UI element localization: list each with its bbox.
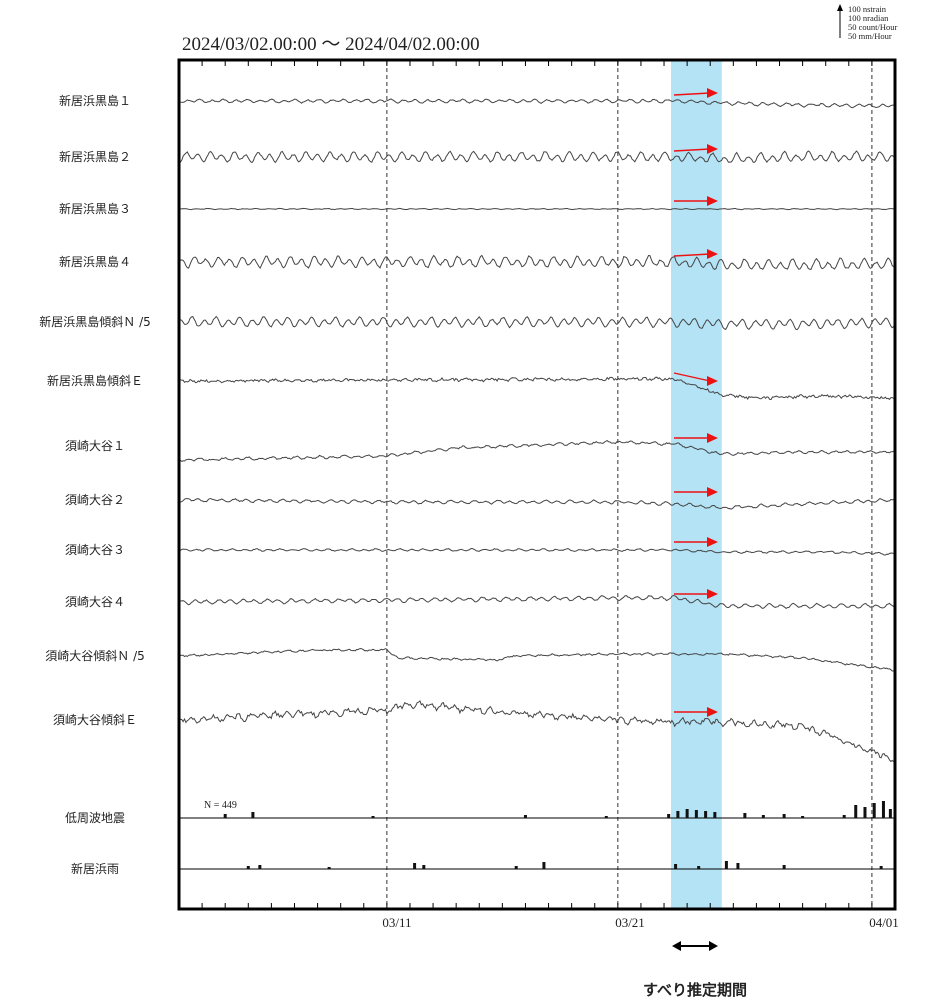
event-bar: [371, 816, 375, 818]
event-bar: [413, 863, 417, 869]
slip-arrow-1: [673, 148, 711, 152]
slip-arrowhead-icon: [707, 537, 718, 547]
event-bar: [743, 813, 747, 818]
series-trace-7: [178, 497, 896, 510]
event-bar: [604, 816, 608, 818]
scale-legend: 100 nstrain 100 nradian 50 count/Hour 50…: [837, 4, 898, 41]
series-trace-8: [178, 547, 896, 556]
series-trace-9: [178, 594, 896, 610]
series-label-11: 須崎大谷傾斜Ｅ: [53, 713, 137, 727]
scale-label-tilt: 100 nradian: [848, 13, 889, 23]
event-bar: [251, 812, 255, 818]
series-label-5: 新居浜黒島傾斜Ｅ: [47, 373, 143, 388]
series-label-1: 新居浜黒島２: [59, 149, 131, 164]
slip-arrowhead-icon: [707, 376, 718, 386]
scale-label-count: 50 count/Hour: [848, 22, 898, 32]
series-label-0: 新居浜黒島１: [59, 93, 131, 108]
series-label-13: 新居浜雨: [71, 861, 119, 876]
event-bar: [327, 867, 331, 869]
scale-label-rain: 50 mm/Hour: [848, 31, 892, 41]
event-bar: [842, 815, 846, 818]
event-count-label: N = 449: [204, 800, 237, 811]
slip-arrow-3: [673, 253, 711, 257]
slip-arrowhead-icon: [707, 144, 718, 154]
series-label-10: 須崎大谷傾斜Ｎ /5: [45, 649, 145, 663]
series-trace-4: [178, 315, 896, 331]
right-arrowhead-icon: [709, 941, 718, 951]
event-bar: [685, 809, 689, 818]
event-bar: [888, 809, 892, 818]
event-bar: [694, 810, 698, 818]
series-label-12: 低周波地震: [65, 811, 125, 825]
left-arrowhead-icon: [672, 941, 681, 951]
series-trace-3: [178, 254, 896, 271]
event-bar: [704, 811, 708, 818]
event-bar: [782, 865, 786, 869]
series-label-9: 須崎大谷４: [65, 595, 125, 609]
slip-arrowhead-icon: [707, 196, 718, 206]
event-bar: [676, 811, 680, 818]
event-bar: [697, 866, 701, 869]
event-bar: [523, 815, 527, 818]
event-bar: [854, 805, 858, 818]
slip-arrowhead-icon: [707, 433, 718, 443]
slip-arrowhead-icon: [707, 249, 718, 259]
slip-arrowhead-icon: [707, 589, 718, 599]
event-bar: [223, 814, 227, 818]
series-trace-5: [178, 376, 896, 401]
event-bar: [514, 866, 518, 869]
series-trace-11: [178, 700, 896, 763]
event-bar: [863, 807, 867, 818]
series-label-8: 須崎大谷３: [65, 543, 125, 557]
series-trace-2: [178, 207, 896, 211]
event-bar: [713, 812, 717, 818]
slip-arrow-0: [673, 92, 711, 96]
slip-arrow-5: [673, 372, 711, 382]
event-bar: [258, 865, 262, 869]
event-bar: [879, 866, 883, 869]
slip-arrowhead-icon: [707, 487, 718, 497]
event-bar: [761, 815, 765, 818]
scale-arrow-icon: [837, 4, 843, 11]
event-bar: [422, 865, 426, 869]
event-bar: [736, 863, 740, 869]
series-trace-0: [178, 98, 896, 109]
event-bar: [246, 866, 250, 869]
event-bar: [881, 801, 885, 818]
series-label-4: 新居浜黒島傾斜Ｎ /5: [39, 314, 151, 329]
slip-period-label: すべり推定期間: [643, 981, 747, 999]
event-bar: [542, 862, 546, 869]
series-trace-6: [178, 440, 896, 462]
slip-arrowhead-icon: [707, 707, 718, 717]
series-trace-10: [178, 647, 896, 672]
event-bar: [674, 864, 678, 869]
x-tick-label-0311: 03/11: [382, 915, 411, 930]
event-bar: [724, 861, 728, 869]
x-tick-label-0321: 03/21: [615, 915, 645, 930]
event-bar: [667, 814, 671, 818]
x-tick-label-0401: 04/01: [869, 915, 899, 930]
slip-period-band: [670, 61, 722, 908]
series-label-3: 新居浜黒島４: [59, 254, 131, 269]
plot-frame: [177, 58, 897, 911]
chart-title: 2024/03/02.00:00 〜 2024/04/02.00:00: [182, 34, 480, 55]
event-bar: [872, 803, 876, 818]
slip-arrowhead-icon: [707, 88, 718, 98]
event-bar: [782, 814, 786, 818]
series-label-6: 須崎大谷１: [65, 439, 125, 453]
event-bar: [801, 816, 805, 818]
series-trace-1: [179, 150, 896, 164]
scale-label-strain: 100 nstrain: [848, 4, 887, 14]
series-label-2: 新居浜黒島３: [59, 201, 131, 216]
series-label-7: 須崎大谷２: [65, 493, 125, 507]
slip-period-annotation: すべり推定期間: [643, 941, 747, 999]
